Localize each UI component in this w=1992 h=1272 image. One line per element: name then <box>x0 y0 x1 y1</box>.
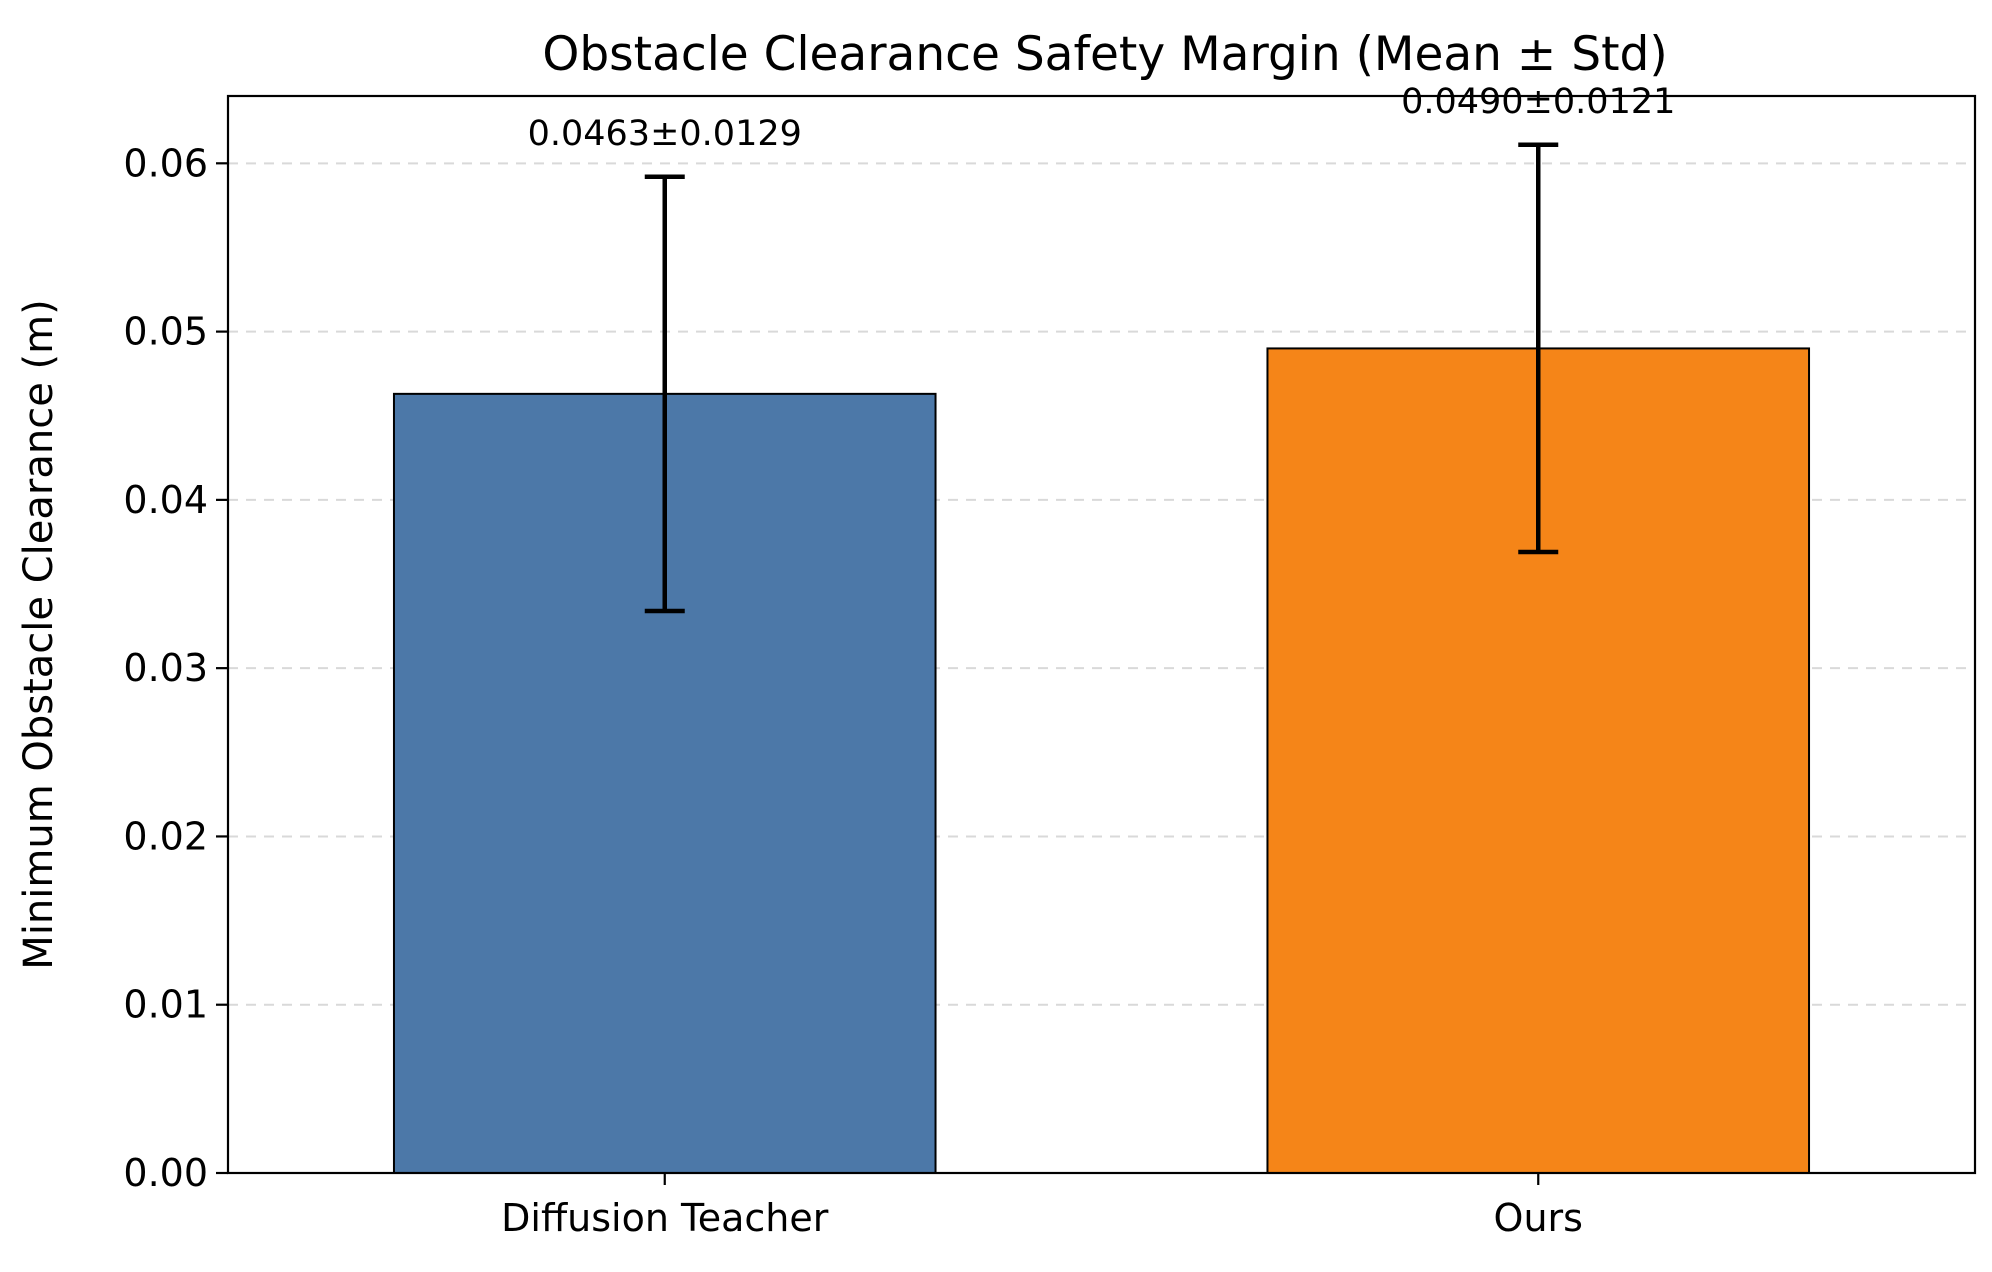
y-tick-label: 0.03 <box>123 646 208 690</box>
y-axis-label: Minimum Obstacle Clearance (m) <box>16 299 62 969</box>
bar-value-label: 0.0490±0.0121 <box>1401 82 1675 122</box>
bar-value-labels: 0.0463±0.0129 0.0490±0.0121 <box>528 82 1676 154</box>
y-tick-label: 0.01 <box>123 983 208 1027</box>
y-tick-label: 0.05 <box>123 310 208 354</box>
y-tick-label: 0.06 <box>123 141 208 185</box>
x-axis-ticks: Diffusion Teacher Ours <box>501 1173 1583 1240</box>
error-bars <box>644 142 1559 614</box>
bars <box>392 347 1811 1175</box>
x-tick-label: Diffusion Teacher <box>501 1196 829 1240</box>
chart-title: Obstacle Clearance Safety Margin (Mean ±… <box>542 27 1667 82</box>
bar-value-label: 0.0463±0.0129 <box>528 114 802 154</box>
y-tick-label: 0.02 <box>123 814 208 858</box>
y-axis-ticks: 0.00 0.01 0.02 0.03 0.04 0.05 0.06 <box>123 141 228 1195</box>
y-tick-label: 0.04 <box>123 478 208 522</box>
y-tick-label: 0.00 <box>123 1151 208 1195</box>
plot-area-frame <box>226 94 1977 1175</box>
x-tick-label: Ours <box>1494 1196 1583 1240</box>
